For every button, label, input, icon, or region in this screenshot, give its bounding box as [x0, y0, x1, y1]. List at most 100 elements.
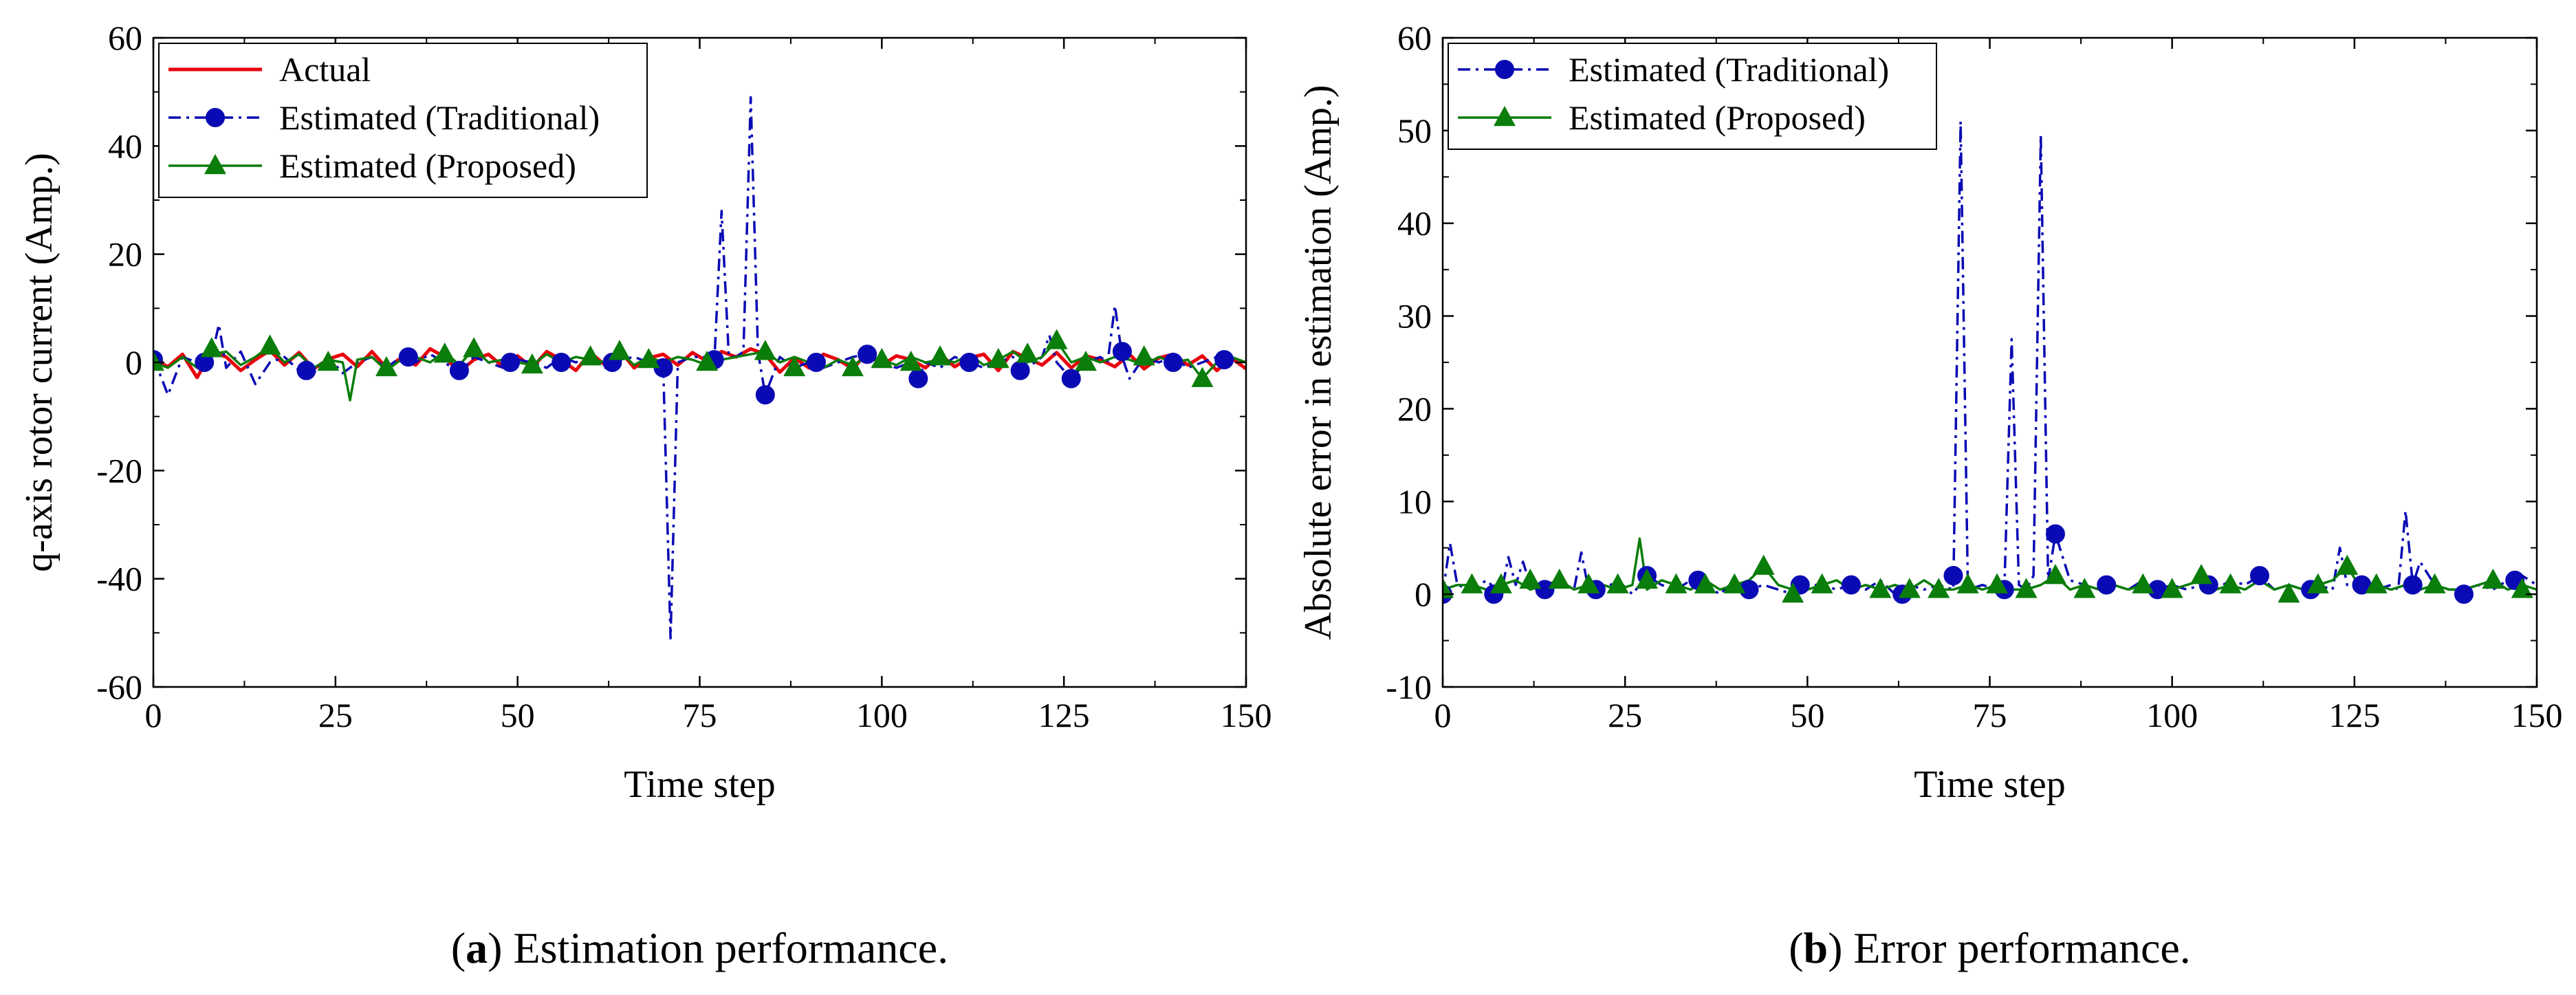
data-point-estimated-proposed: [2278, 582, 2300, 603]
data-point-estimated-proposed: [1811, 573, 1833, 593]
data-point-estimated-traditional: [858, 345, 877, 364]
y-axis-label: q-axis rotor current (Amp.): [18, 153, 61, 572]
data-point-estimated-proposed: [1133, 345, 1155, 366]
x-tick-label: 100: [2146, 696, 2198, 734]
y-tick-label: 40: [1397, 204, 1432, 243]
data-point-estimated-proposed: [696, 350, 719, 371]
data-point-estimated-traditional: [1112, 342, 1132, 362]
data-point-estimated-proposed: [2044, 564, 2066, 584]
x-tick-label: 25: [318, 696, 353, 734]
data-point-estimated-proposed: [433, 342, 456, 363]
series-line-estimated-traditional: [1443, 120, 2537, 595]
figure-caption: (a) Estimation performance.: [451, 923, 948, 972]
data-point-estimated-traditional: [1214, 350, 1234, 370]
legend: Estimated (Traditional) Estimated (Propos…: [1448, 43, 1937, 150]
data-point-estimated-proposed: [1443, 578, 1454, 598]
y-tick-label: 20: [108, 235, 142, 274]
data-point-estimated-proposed: [608, 340, 631, 360]
data-point-estimated-proposed: [2161, 578, 2183, 598]
x-tick-label: 125: [2328, 696, 2380, 734]
y-tick-label: 0: [1415, 575, 1432, 613]
y-axis-label: Absolute error in estimation (Amp.): [1297, 85, 1340, 639]
legend-box: [1448, 43, 1937, 150]
caption-letter: b: [1804, 923, 1829, 972]
data-point-estimated-proposed: [200, 337, 223, 358]
x-tick-label: 0: [1434, 696, 1452, 734]
x-tick-label: 150: [2511, 696, 2563, 734]
data-point-estimated-proposed: [153, 350, 164, 371]
data-point-estimated-proposed: [871, 348, 893, 369]
y-tick-label: -10: [1386, 668, 1432, 706]
legend-marker-estimated-traditional: [206, 108, 225, 127]
series-line-actual: [153, 347, 1246, 380]
data-point-estimated-proposed: [2132, 573, 2154, 593]
data-point-estimated-traditional: [2454, 584, 2474, 604]
caption-paren-close: ): [488, 923, 502, 972]
data-point-estimated-proposed: [841, 356, 864, 377]
data-point-estimated-proposed: [1986, 573, 2009, 593]
series-markers: [153, 329, 1234, 405]
caption-text: Estimation performance.: [502, 923, 948, 972]
data-point-estimated-proposed: [2482, 568, 2504, 589]
data-point-estimated-proposed: [463, 337, 485, 358]
x-tick-label: 50: [1790, 696, 1824, 734]
data-point-estimated-traditional: [1061, 369, 1081, 389]
series-lines: [1443, 120, 2537, 595]
x-tick-label: 125: [1038, 696, 1090, 734]
data-point-estimated-traditional: [1943, 566, 1963, 586]
y-tick-label: 30: [1397, 297, 1432, 336]
y-tick-label: 0: [125, 343, 142, 382]
y-tick-label: -20: [96, 451, 142, 490]
data-point-estimated-traditional: [806, 353, 826, 372]
data-point-estimated-proposed: [1782, 582, 1804, 603]
data-point-estimated-traditional: [959, 353, 979, 372]
y-tick-label: 60: [108, 19, 142, 57]
data-point-estimated-proposed: [1548, 568, 1571, 589]
data-point-estimated-proposed: [2190, 564, 2213, 584]
caption-letter: a: [466, 923, 488, 972]
data-point-estimated-proposed: [2365, 573, 2388, 593]
legend-marker-estimated-traditional: [1495, 60, 1514, 79]
data-point-estimated-proposed: [1191, 367, 1214, 387]
data-point-estimated-proposed: [1519, 568, 1542, 589]
data-point-estimated-proposed: [1578, 573, 1600, 593]
data-point-estimated-traditional: [501, 353, 521, 372]
x-axis-label: Time step: [624, 763, 775, 806]
caption-paren-open: (: [451, 923, 466, 972]
data-point-estimated-proposed: [375, 356, 397, 377]
y-tick-label: -40: [96, 560, 142, 598]
data-point-estimated-traditional: [1841, 575, 1861, 595]
caption-paren-open: (: [1789, 923, 1803, 972]
data-point-estimated-traditional: [1535, 580, 1555, 600]
x-tick-label: 100: [856, 696, 908, 734]
x-tick-label: 50: [501, 696, 535, 734]
legend-label-estimated-proposed: Estimated (Proposed): [1569, 98, 1866, 137]
legend: Actual Estimated (Traditional) Estimated (…: [158, 43, 648, 198]
data-point-estimated-traditional: [2249, 566, 2269, 586]
x-axis-label: Time step: [1914, 763, 2065, 806]
data-point-estimated-proposed: [2306, 573, 2329, 593]
caption-paren-close: ): [1828, 923, 1842, 972]
data-point-estimated-proposed: [987, 348, 1009, 369]
data-point-estimated-traditional: [552, 353, 571, 372]
data-point-estimated-proposed: [783, 356, 806, 377]
data-point-estimated-proposed: [1016, 342, 1039, 363]
x-tick-label: 75: [683, 696, 717, 734]
data-point-estimated-proposed: [929, 345, 952, 366]
legend-marker-estimated-proposed: [1494, 105, 1516, 127]
data-point-estimated-proposed: [259, 334, 281, 355]
data-point-estimated-proposed: [1045, 329, 1068, 349]
data-point-estimated-proposed: [1489, 573, 1512, 593]
y-tick-label: 40: [108, 127, 142, 165]
data-point-estimated-traditional: [755, 385, 775, 405]
data-point-estimated-proposed: [1956, 573, 1979, 593]
x-tick-label: 150: [1221, 696, 1272, 734]
data-point-estimated-traditional: [2045, 524, 2065, 544]
figure-caption: (b) Error performance.: [1789, 923, 2191, 972]
y-tick-label: 20: [1397, 389, 1432, 428]
x-tick-label: 75: [1973, 696, 2007, 734]
data-point-estimated-traditional: [449, 360, 469, 380]
data-point-estimated-proposed: [1606, 573, 1629, 593]
legend-label-estimated-traditional: Estimated (Traditional): [279, 98, 600, 137]
